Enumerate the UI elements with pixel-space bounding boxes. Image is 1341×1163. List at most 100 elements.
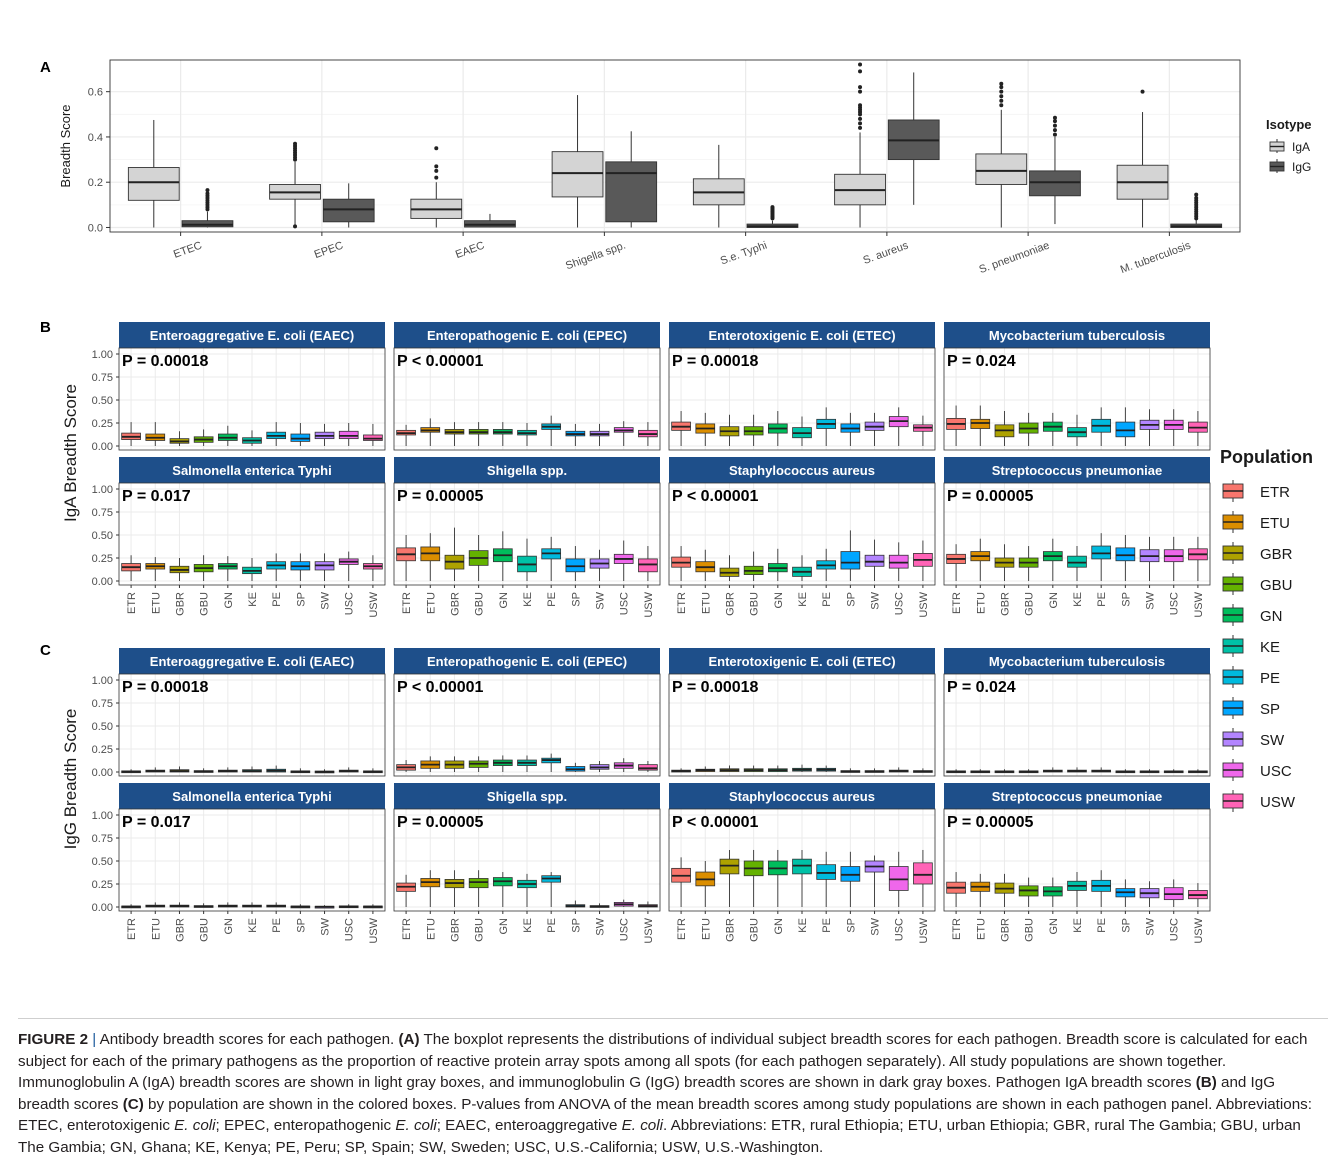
- x-tick-label: SP: [295, 592, 307, 607]
- facet-title: Enterotoxigenic E. coli (ETEC): [708, 654, 895, 669]
- x-tick-label: GN: [773, 918, 785, 935]
- y-tick-label: 0.75: [92, 372, 113, 384]
- facet-frame: [393, 673, 661, 777]
- x-tick-label: SW: [1145, 591, 1157, 609]
- x-tick-label: ETR: [951, 592, 963, 614]
- panel-c-facets: Enteroaggregative E. coli (EAEC) P = 0.00…: [61, 648, 1211, 944]
- legend-label: USC: [1260, 763, 1292, 780]
- x-tick-label: GN: [498, 918, 510, 935]
- x-tick-label: GBU: [749, 592, 761, 616]
- box-ke: [1067, 555, 1087, 568]
- legend-label: ETR: [1260, 484, 1290, 501]
- x-tick-label: SW: [870, 917, 882, 935]
- x-tick-label: GBR: [724, 592, 736, 616]
- y-tick-label: 0.00: [92, 441, 113, 453]
- x-tick-label: KE: [522, 592, 534, 607]
- legend-label: IgG: [1292, 160, 1311, 174]
- y-tick-label: 1.00: [92, 810, 113, 822]
- x-tick-label: GBU: [749, 918, 761, 942]
- outlier-point: [999, 98, 1004, 103]
- x-tick-label: GN: [1048, 592, 1060, 609]
- x-tick-label: PE: [546, 592, 558, 607]
- y-tick-label: 1.00: [92, 675, 113, 687]
- facet-title: Shigella spp.: [487, 463, 567, 478]
- x-tick-label: SP: [295, 918, 307, 933]
- y-axis-label: IgG Breadth Score: [61, 709, 80, 850]
- x-tick-label: ETR: [676, 918, 688, 940]
- p-value-label: P = 0.00018: [122, 353, 209, 370]
- caption-text: Antibody breadth scores for each pathoge…: [99, 1031, 399, 1048]
- x-tick-label: PE: [546, 918, 558, 933]
- x-tick-label: USW: [1193, 917, 1205, 943]
- y-tick-label: 0.75: [92, 698, 113, 710]
- facet-title: Salmonella enterica Typhi: [172, 789, 331, 804]
- outlier-point: [858, 103, 863, 108]
- box-usc: [888, 866, 909, 891]
- box-sp: [1115, 421, 1136, 438]
- p-value-label: P < 0.00001: [397, 353, 484, 370]
- x-tick-label: GN: [498, 592, 510, 609]
- facet-strip: [119, 322, 385, 348]
- panel-letter-a: A: [40, 59, 51, 76]
- plot-frame: [109, 59, 1241, 233]
- caption-text: . Abbreviations: ETR, rural Ethiopia; ET…: [18, 1117, 1301, 1156]
- box-usw: [913, 862, 933, 885]
- y-axis-label: Breadth Score: [58, 104, 73, 187]
- x-tick-label: SW: [595, 917, 607, 935]
- legend-label: KE: [1260, 639, 1280, 656]
- x-tick-label: EPEC: [313, 240, 345, 262]
- box-iga: [551, 151, 604, 198]
- x-tick-label: EAEC: [454, 240, 486, 262]
- p-value-label: P = 0.00005: [397, 814, 484, 831]
- x-tick-label: KE: [522, 918, 534, 933]
- x-tick-label: GBU: [1024, 592, 1036, 616]
- outlier-point: [1140, 89, 1145, 94]
- outlier-point: [293, 141, 298, 146]
- facet-title: Enteroaggregative E. coli (EAEC): [150, 328, 354, 343]
- outlier-point: [1194, 196, 1199, 201]
- panel-letter-c: C: [40, 642, 51, 659]
- facet-strip: [944, 648, 1210, 674]
- y-axis-label: IgA Breadth Score: [61, 384, 80, 522]
- x-tick-label: USW: [918, 917, 930, 943]
- plot-background: [110, 60, 1240, 232]
- x-tick-label: KE: [247, 592, 259, 607]
- facet-strip: [119, 783, 385, 809]
- p-value-label: P = 0.017: [122, 814, 191, 831]
- facet-strip: [669, 648, 935, 674]
- facet-strip: [669, 322, 935, 348]
- x-tick-label: ETU: [425, 918, 437, 940]
- legend-label: SP: [1260, 701, 1280, 718]
- x-tick-label: USW: [368, 917, 380, 943]
- outlier-point: [1052, 132, 1057, 137]
- x-tick-label: ETR: [401, 592, 413, 614]
- facet-frame: [393, 347, 661, 451]
- p-value-label: P < 0.00001: [672, 488, 759, 505]
- box-gbr: [719, 858, 740, 875]
- x-tick-label: PE: [271, 918, 283, 933]
- x-tick-label: SP: [845, 592, 857, 607]
- x-tick-label: S.e. Typhi: [719, 240, 769, 268]
- outlier-point: [434, 164, 439, 169]
- facet-title: Enterotoxigenic E. coli (ETEC): [708, 328, 895, 343]
- box-sp: [290, 433, 311, 442]
- x-tick-label: GBU: [474, 592, 486, 616]
- caption-separator: |: [88, 1031, 100, 1048]
- figure-label: FIGURE 2: [18, 1031, 89, 1048]
- facet-strip: [394, 457, 660, 483]
- x-tick-label: USC: [344, 592, 356, 615]
- x-tick-label: KE: [1072, 918, 1084, 933]
- facet-title: Enteroaggregative E. coli (EAEC): [150, 654, 354, 669]
- figure-caption: FIGURE 2 | Antibody breadth scores for e…: [18, 1018, 1328, 1158]
- x-tick-label: ETU: [150, 918, 162, 940]
- facet-title: Mycobacterium tuberculosis: [989, 328, 1165, 343]
- facet-title: Salmonella enterica Typhi: [172, 463, 331, 478]
- x-tick-label: USC: [344, 918, 356, 941]
- x-tick-label: USW: [918, 591, 930, 617]
- x-tick-label: GBR: [999, 592, 1011, 616]
- y-tick-label: 0.2: [88, 177, 103, 189]
- figure: A B C 0.0 0.2 0.4 0.6 Breadth Score ETEC EPEC E…: [40, 59, 1313, 944]
- x-tick-label: SP: [570, 918, 582, 933]
- outlier-point: [858, 125, 863, 130]
- legend-label: GN: [1260, 608, 1283, 625]
